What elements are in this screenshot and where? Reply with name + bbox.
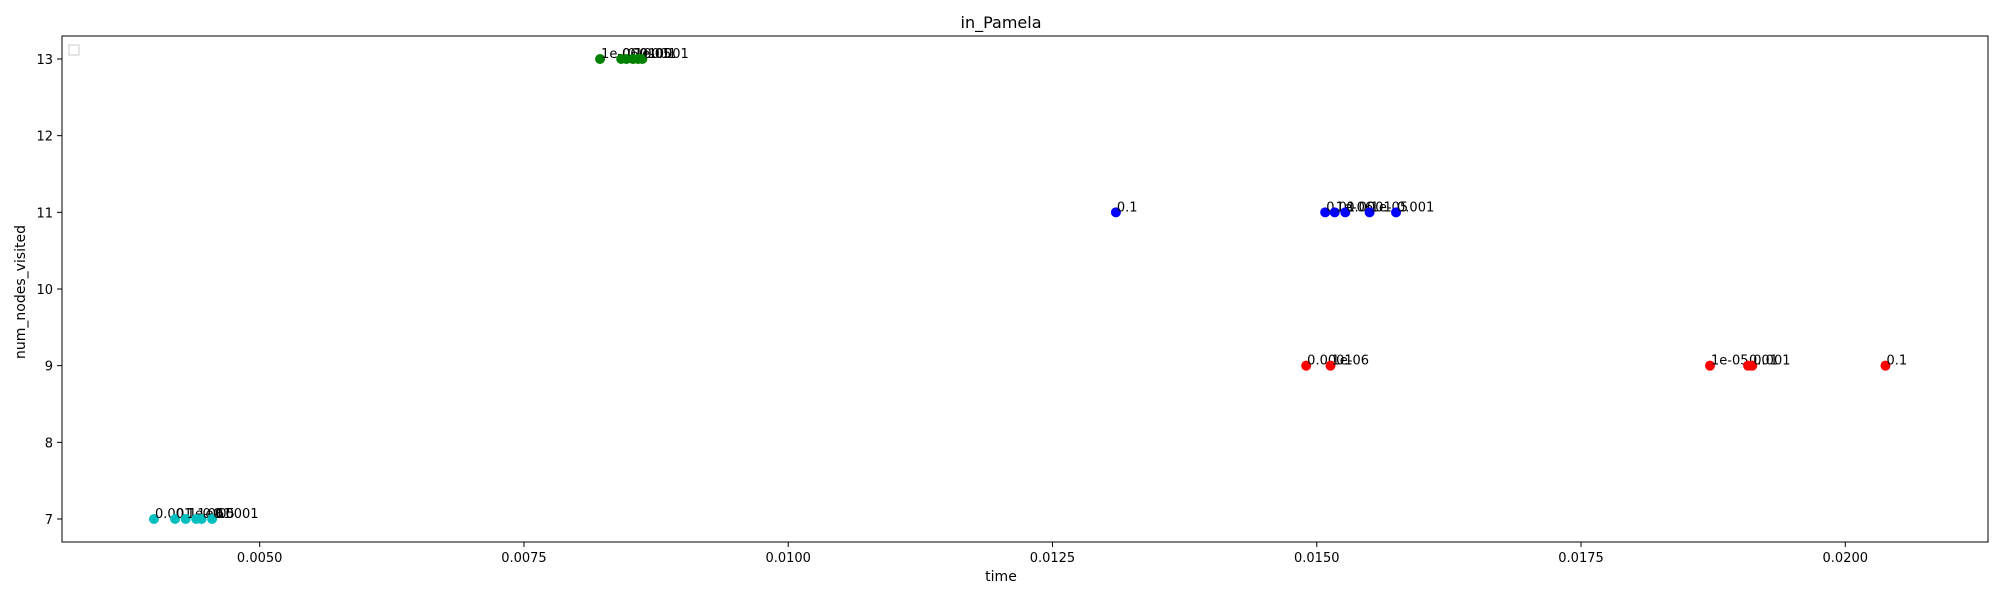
data-point-label: 0.0001 [643,47,689,62]
plot-layer: 0.0050 0.0075 0.0100 0.0125 0.0150 0.0175 0.02… [36,35,1989,566]
x-tick-label: 0.0050 [237,551,283,566]
data-point-label: 1e-05 [197,507,235,522]
scatter-point [1391,207,1402,218]
scatter-point [180,514,191,524]
scatter-point [207,514,218,524]
scatter-point [1880,360,1891,371]
data-point-label: 0.001 [639,47,676,62]
data-point-label: 0.001 [1753,354,1790,369]
plot-frame [61,35,1989,543]
x-tick-label: 0.0075 [501,551,547,566]
x-tick-label: 0.0100 [765,551,811,566]
y-tick-label: 12 [36,130,53,145]
y-tick-label: 10 [36,283,53,298]
scatter-point [1340,207,1351,218]
scatter-point [196,514,207,524]
scatter-point [637,54,648,64]
scatter-point [148,514,159,524]
y-tick-label: 13 [36,53,53,68]
x-tick-label: 0.0150 [1294,551,1340,566]
data-point-label: 0.1 [1886,354,1907,369]
y-tick-label: 8 [45,436,53,451]
data-point-label: 1e-06 [1331,354,1369,369]
chart-title: in_Pamela [961,13,1042,33]
x-tick-label: 0.0175 [1558,551,1604,566]
scatter-point [1364,207,1375,218]
data-point-label: 1e-05 [1711,354,1749,369]
scatter-point [1110,207,1121,218]
scatter-point [1320,207,1331,218]
y-tick-label: 9 [45,360,53,375]
scatter-point [1704,360,1715,371]
scatter-point [1301,360,1312,371]
scatter-point [170,514,181,524]
scatter-point [1325,360,1336,371]
x-axis-label: time [985,569,1017,585]
scatter-point [1747,360,1758,371]
x-tick-label: 0.0200 [1823,551,1869,566]
empty-legend-box [68,44,80,56]
y-tick-label: 11 [36,206,53,221]
data-point-label: 0.1 [1117,200,1138,215]
y-axis-label: num_nodes_visited [13,225,29,359]
y-tick-label: 7 [45,513,53,528]
x-tick-label: 0.0125 [1030,551,1076,566]
data-point-label: 0.001 [1397,200,1434,215]
data-point-label: 0.0001 [213,507,259,522]
scatter-point [595,54,606,64]
scatter-point [1329,207,1340,218]
